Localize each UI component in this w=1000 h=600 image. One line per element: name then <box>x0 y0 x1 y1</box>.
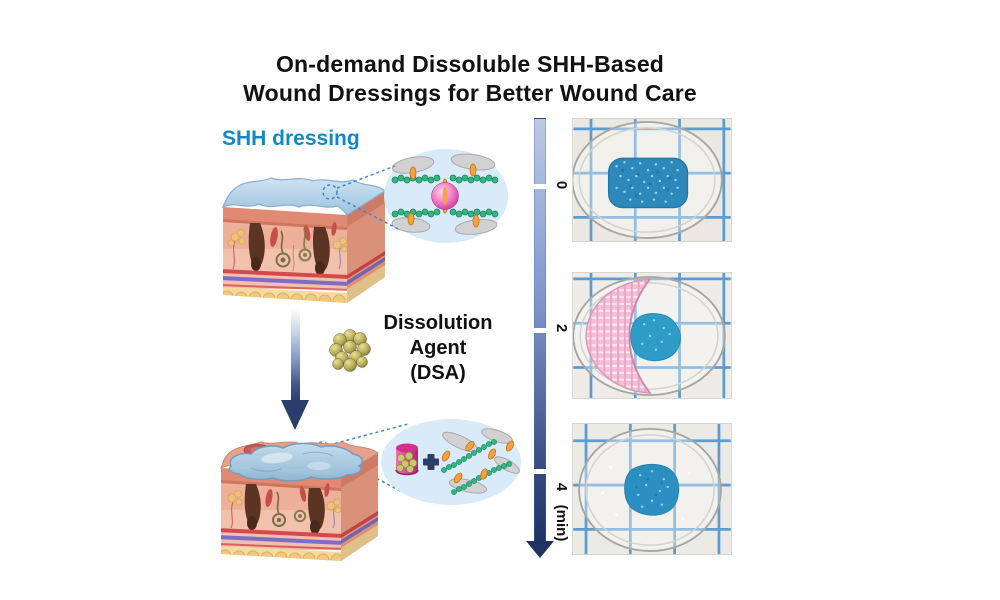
petri-dish-photo-4min <box>572 423 732 555</box>
dsa-particle-cluster-icon <box>329 329 371 372</box>
linker-orange <box>407 163 480 228</box>
partially-dissolved-dressing <box>630 313 681 362</box>
released-linker-orange <box>441 440 515 484</box>
agent-label-line3: (DSA) <box>410 362 466 384</box>
figure-title-line1: On-demand Dissoluble SHH-Based <box>275 51 665 77</box>
skin-block-intact-dressing <box>221 177 387 303</box>
timeline-tick-label-4: 4 <box>553 482 570 492</box>
figure-title-line2: Wound Dressings for Better Wound Care <box>243 80 697 106</box>
dissolved-liquid-puddle <box>228 442 364 482</box>
timeline-tick-gap-4 <box>534 469 546 474</box>
timeline-tick-gap-2 <box>534 328 546 333</box>
skin-block-dissolved-dressing <box>220 441 379 561</box>
shh-dressing-label: SHH dressing <box>222 127 360 150</box>
dsa-capsule-icon <box>395 443 419 476</box>
timeline-unit-label: (min) <box>553 504 570 542</box>
dissolution-agent-label: Dissolution Agent (DSA) <box>368 311 508 386</box>
timeline-tick-label-0: 0 <box>553 180 570 190</box>
agent-label-line1: Dissolution <box>383 312 493 334</box>
polymer-bead-chain <box>391 174 499 218</box>
gray-disc <box>391 153 498 235</box>
petri-dish-photo-0min <box>572 118 732 242</box>
plus-icon <box>423 454 439 470</box>
figure-title: On-demand Dissoluble SHH-Based Wound Dre… <box>170 50 770 108</box>
timeline-tick-label-2: 2 <box>553 323 570 333</box>
timeline-arrowhead-icon <box>526 541 554 558</box>
timeline-arrow-bar <box>534 118 546 542</box>
process-down-arrow <box>281 308 309 430</box>
agent-label-line2: Agent <box>409 337 467 359</box>
timeline-tick-gap-0 <box>534 184 546 189</box>
petri-dish-photo-2min <box>572 272 732 399</box>
blue-dressing-sample <box>607 157 689 209</box>
zoom-bubble-disassembled-network <box>381 419 521 505</box>
dissolving-dressing-residue <box>624 463 680 516</box>
zoom-bubble-intact-network <box>384 149 508 243</box>
skin-front-face <box>223 207 347 303</box>
